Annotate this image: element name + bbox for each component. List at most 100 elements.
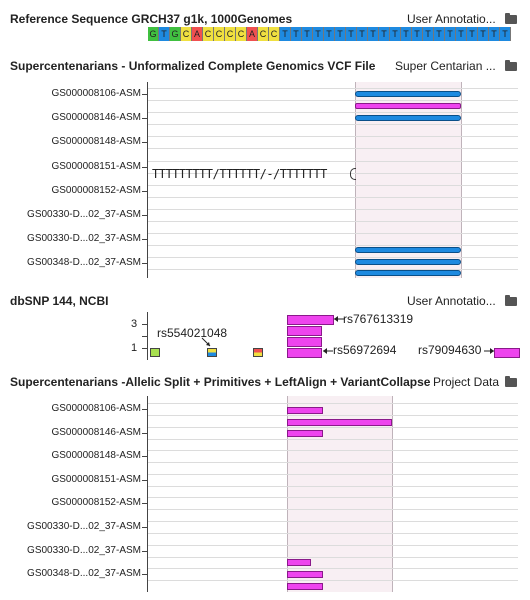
snp-box[interactable] [287, 337, 322, 347]
variant-bar[interactable] [355, 247, 461, 253]
grid-line [148, 497, 518, 499]
row-label: GS000008148-ASM [51, 136, 141, 148]
variant-bar[interactable] [287, 583, 323, 590]
arrow-icon [201, 337, 211, 347]
variant-bar[interactable] [355, 259, 461, 265]
grid-line [148, 124, 518, 126]
folder-icon[interactable] [505, 295, 517, 306]
variant-bar[interactable] [287, 559, 311, 566]
grid-line [148, 100, 518, 101]
row-label: GS00330-D...02_37-ASM [27, 209, 141, 220]
dbsnp-track-title: dbSNP 144, NCBI [10, 294, 109, 308]
variant-bar[interactable] [287, 407, 323, 414]
variant-bar[interactable] [355, 103, 461, 109]
row-tick [142, 263, 148, 265]
snp-box[interactable] [287, 326, 322, 336]
row-tick [142, 215, 148, 216]
grid-line [148, 450, 518, 452]
arrow-icon [323, 348, 333, 354]
row-axis [147, 396, 148, 592]
indel-bracket [350, 168, 356, 180]
axis-tick [142, 336, 148, 337]
row-tick [142, 190, 148, 192]
dbsnp-track-source[interactable]: User Annotatio... [407, 294, 496, 308]
snp-marker[interactable] [150, 348, 160, 357]
grid-line [148, 148, 518, 150]
row-tick [142, 527, 148, 528]
grid-line [148, 245, 518, 247]
folder-icon[interactable] [505, 13, 517, 24]
row-tick [142, 239, 148, 241]
base-cell: C [258, 27, 269, 41]
base-cell: T [401, 27, 412, 41]
snp-marker[interactable] [207, 348, 217, 357]
grid-line [148, 556, 518, 558]
row-tick [142, 479, 148, 481]
grid-line [148, 257, 518, 259]
base-cell: T [346, 27, 357, 41]
base-cell: C [225, 27, 236, 41]
grid-line [148, 184, 518, 186]
base-cell: C [214, 27, 225, 41]
snp-box[interactable] [287, 315, 334, 325]
row-tick [142, 409, 148, 410]
row-label: GS00330-D...02_37-ASM [27, 233, 141, 245]
grid-line [148, 580, 518, 582]
variant-bar[interactable] [287, 430, 323, 437]
arrow-icon [334, 316, 344, 322]
base-cell: T [335, 27, 346, 41]
row-label: GS000008146-ASM [51, 426, 141, 438]
variant-bar[interactable] [355, 91, 461, 97]
base-cell: T [456, 27, 467, 41]
snp-marker[interactable] [253, 348, 263, 357]
row-label: GS00330-D...02_37-ASM [27, 521, 141, 532]
grid-line [148, 521, 518, 522]
folder-icon[interactable] [505, 376, 517, 387]
base-cell: T [324, 27, 335, 41]
row-label: GS000008151-ASM [51, 160, 141, 172]
base-cell: T [478, 27, 489, 41]
grid-line [148, 403, 518, 404]
base-cell: C [236, 27, 247, 41]
row-label: GS000008148-ASM [51, 450, 141, 462]
folder-icon[interactable] [505, 60, 517, 71]
row-label: GS000008152-ASM [51, 497, 141, 509]
base-cell: C [269, 27, 280, 41]
base-cell: T [390, 27, 401, 41]
base-cell: T [379, 27, 390, 41]
base-cell: G [170, 27, 181, 41]
base-cell: A [247, 27, 258, 41]
base-cell: G [148, 27, 159, 41]
base-cell: T [423, 27, 434, 41]
grid-line [148, 473, 518, 475]
grid-line [148, 568, 518, 570]
vcf-track-title: Supercentenarians - Unformalized Complet… [10, 59, 376, 73]
base-cell: A [192, 27, 203, 41]
grid-line [148, 438, 518, 440]
grid-line [148, 209, 518, 210]
snp-box[interactable] [494, 348, 520, 358]
ref-track-source[interactable]: User Annotatio... [407, 12, 496, 26]
base-cell: T [500, 27, 511, 41]
grid-line [148, 485, 518, 487]
grid-line [148, 112, 518, 114]
base-cell: T [412, 27, 423, 41]
variant-bar[interactable] [355, 270, 461, 276]
base-cell: T [489, 27, 500, 41]
grid-line [148, 269, 518, 271]
snp-box[interactable] [287, 348, 322, 358]
grid-line [148, 426, 518, 428]
variant-bar[interactable] [355, 115, 461, 121]
allelic-track-source[interactable]: Project Data [433, 375, 500, 389]
row-label: GS00348-D...02_37-ASM [27, 568, 141, 580]
snp-label[interactable]: rs767613319 [343, 312, 414, 326]
variant-bar[interactable] [287, 419, 392, 426]
snp-label[interactable]: rs56972694 [333, 343, 397, 357]
variant-bar[interactable] [287, 571, 323, 578]
snp-label[interactable]: rs554021048 [157, 326, 228, 340]
indel-allele-text: TTTTTTTTT/TTTTTT/-/TTTTTTT [152, 167, 327, 181]
y-tick-label: 3 [131, 318, 138, 330]
snp-label[interactable]: rs79094630 [418, 343, 482, 357]
row-label: GS000008106-ASM [51, 403, 141, 414]
vcf-track-source[interactable]: Super Centarian ... [395, 59, 496, 73]
